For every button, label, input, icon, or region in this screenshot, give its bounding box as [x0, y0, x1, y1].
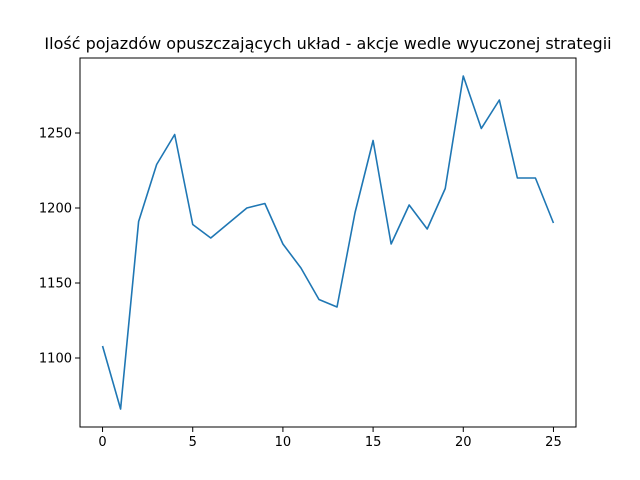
x-tick-label: 0 [98, 435, 106, 450]
x-tick-label: 20 [455, 435, 472, 450]
plot-area [101, 75, 555, 410]
x-tick-label: 25 [545, 435, 562, 450]
y-tick-label: 1250 [39, 127, 72, 142]
series-line-0 [101, 75, 555, 410]
y-tick-label: 1150 [39, 277, 72, 292]
x-tick-label: 5 [189, 435, 197, 450]
x-tick-label: 10 [275, 435, 292, 450]
axes-frame [79, 57, 577, 428]
y-tick-label: 1200 [39, 202, 72, 217]
y-tick-label: 1100 [39, 352, 72, 367]
axes: 0 5 10 15 20 25 1100 1150 1200 1250 [39, 57, 577, 450]
x-tick-label: 15 [365, 435, 382, 450]
chart-title: Ilość pojazdów opuszczających układ - ak… [44, 34, 611, 53]
